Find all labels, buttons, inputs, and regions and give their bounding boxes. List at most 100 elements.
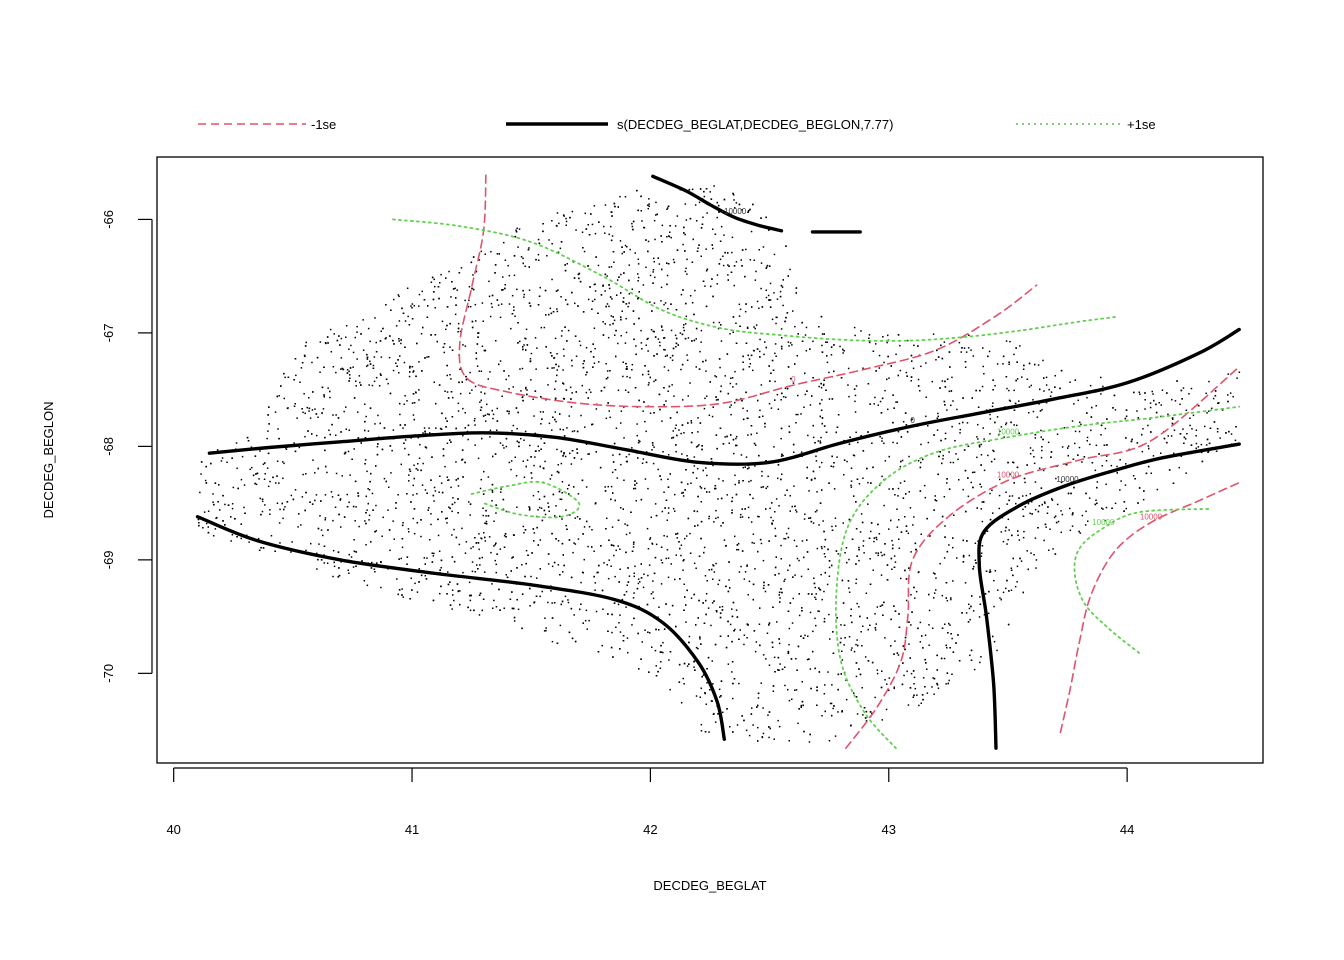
sample-point [1147, 424, 1149, 427]
sample-point [648, 564, 651, 566]
sample-point [870, 530, 872, 533]
sample-point [805, 350, 808, 352]
sample-point [908, 643, 910, 645]
sample-point [655, 543, 658, 546]
sample-point [678, 429, 680, 431]
sample-point [551, 367, 553, 369]
sample-point [942, 454, 944, 457]
sample-point [693, 456, 696, 458]
sample-point [556, 369, 558, 371]
sample-point [993, 450, 995, 453]
sample-point [1035, 559, 1038, 561]
sample-point [530, 352, 533, 355]
sample-point [727, 663, 730, 665]
sample-point [212, 493, 214, 495]
sample-point [263, 478, 266, 480]
sample-point [712, 578, 714, 580]
sample-point [534, 337, 537, 339]
sample-point [495, 571, 497, 574]
sample-point [355, 565, 357, 567]
sample-point [283, 372, 285, 375]
sample-point [430, 479, 432, 481]
sample-point [411, 303, 414, 305]
sample-point [989, 518, 992, 521]
sample-point [457, 402, 460, 405]
sample-point [912, 696, 914, 698]
sample-point [718, 688, 721, 691]
sample-point [595, 610, 598, 613]
sample-point [612, 461, 615, 463]
sample-point [413, 305, 415, 307]
sample-point [1028, 412, 1030, 414]
sample-point [554, 398, 557, 401]
sample-point [524, 529, 527, 531]
sample-point [1004, 530, 1007, 532]
sample-point [584, 619, 587, 622]
sample-point [712, 406, 714, 408]
sample-point [1125, 415, 1128, 417]
sample-point [780, 427, 783, 430]
sample-point [516, 227, 518, 230]
sample-point [542, 230, 544, 233]
sample-point [843, 474, 845, 476]
sample-point [682, 289, 684, 291]
sample-point [404, 320, 407, 322]
sample-point [219, 509, 221, 511]
sample-point [430, 281, 433, 283]
sample-point [309, 417, 312, 419]
sample-point [731, 671, 733, 673]
sample-point [920, 533, 922, 535]
sample-point [1032, 410, 1035, 413]
sample-point [314, 499, 316, 502]
sample-point [539, 568, 541, 570]
sample-point [919, 621, 922, 624]
sample-point [894, 610, 897, 612]
sample-point [914, 542, 917, 545]
sample-point [989, 492, 991, 495]
sample-point [680, 481, 683, 484]
sample-point [1106, 444, 1108, 446]
sample-point [406, 287, 409, 289]
sample-point [875, 536, 878, 539]
sample-point [896, 442, 898, 444]
sample-point [536, 577, 538, 579]
sample-point [440, 482, 443, 484]
sample-point [352, 351, 355, 354]
sample-point [649, 537, 652, 539]
sample-point [713, 185, 715, 187]
sample-point [1056, 433, 1059, 435]
sample-point [741, 516, 744, 518]
sample-point [519, 340, 521, 343]
sample-point [200, 473, 202, 475]
sample-point [709, 689, 711, 691]
sample-point [1025, 494, 1028, 497]
sample-point [1195, 442, 1198, 445]
sample-point [952, 546, 954, 549]
sample-point [528, 506, 530, 508]
sample-point [467, 438, 469, 441]
sample-point [700, 723, 703, 726]
sample-point [869, 403, 871, 405]
sample-point [888, 677, 891, 679]
sample-point [649, 412, 652, 414]
sample-point [744, 275, 746, 278]
sample-point [581, 231, 584, 233]
sample-point [989, 569, 991, 571]
sample-point [988, 350, 991, 353]
sample-point [213, 503, 215, 506]
sample-point [789, 268, 791, 271]
sample-point [933, 592, 936, 594]
sample-point [450, 486, 452, 489]
sample-point [967, 347, 970, 349]
sample-point [1192, 414, 1195, 417]
sample-point [772, 690, 775, 692]
sample-point [435, 427, 437, 429]
sample-point [1041, 503, 1043, 506]
sample-point [334, 506, 337, 508]
sample-point [781, 348, 783, 350]
sample-point [795, 511, 798, 513]
sample-point [1114, 502, 1117, 505]
sample-point [722, 264, 725, 267]
sample-point [690, 420, 692, 422]
sample-point [197, 518, 200, 521]
